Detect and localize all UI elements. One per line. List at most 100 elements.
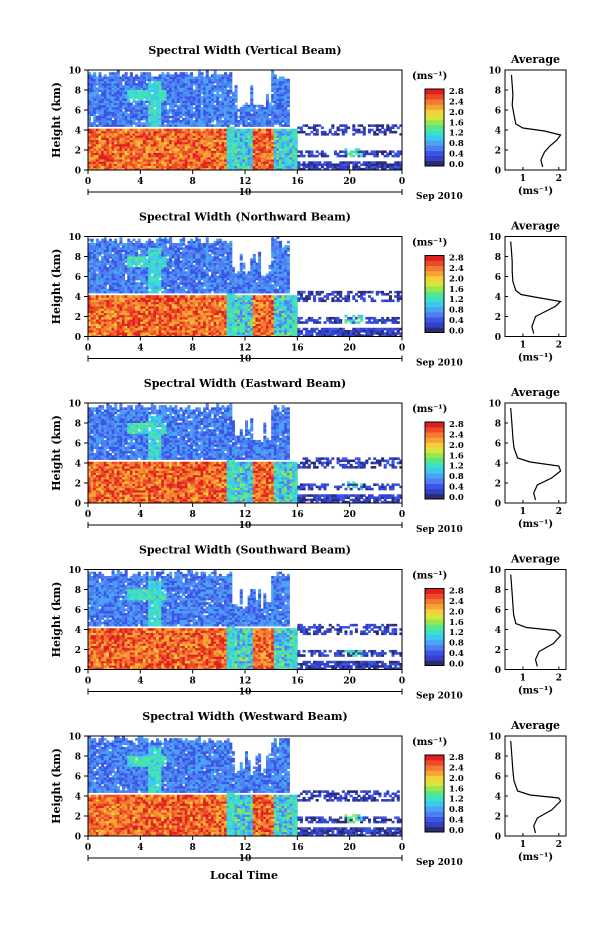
profile-y-tick-label: 6 <box>495 107 501 117</box>
profile-x-label: (ms⁻¹) <box>518 186 553 197</box>
x-tick-label: 8 <box>190 344 196 354</box>
profile-y-tick-label: 0 <box>495 333 501 343</box>
profile-x-tick-label: 2 <box>556 341 562 351</box>
y-tick-label: 4 <box>75 460 81 470</box>
date-label: Sep 2010 <box>416 359 463 369</box>
colorbar-unit: (ms⁻¹) <box>412 571 447 582</box>
colorbar-segment <box>425 301 444 308</box>
x-tick-label: 16 <box>291 344 304 354</box>
x-tick-label: 0 <box>85 843 91 853</box>
colorbar-segment <box>425 422 444 428</box>
heatmap <box>88 236 402 337</box>
x-tick-label: 16 <box>291 177 304 187</box>
colorbar-segment <box>425 155 444 162</box>
profile-title: Average <box>510 220 560 233</box>
date-tick-label: 10 <box>239 355 252 365</box>
panel-4: Spectral Width (Southward Beam)0246810He… <box>50 544 567 702</box>
profile-y-tick-label: 4 <box>495 460 501 470</box>
profile-y-tick-label: 8 <box>495 87 501 97</box>
x-tick-label: 4 <box>137 177 143 187</box>
colorbar-segment <box>425 124 444 131</box>
y-tick-label: 0 <box>75 666 81 676</box>
date-label: Sep 2010 <box>416 692 463 702</box>
colorbar-tick-label: 1.6 <box>449 118 464 128</box>
y-axis-label: Height (km) <box>50 82 63 158</box>
x-tick-label: 8 <box>190 677 196 687</box>
y-axis-label: Height (km) <box>50 748 63 824</box>
profile-title: Average <box>510 386 560 399</box>
colorbar-segment <box>425 816 444 823</box>
x-tick-label: 0 <box>399 344 405 354</box>
date-tick-label: 10 <box>239 688 252 698</box>
colorbar-tick-label: 0.0 <box>449 327 464 337</box>
colorbar-segment <box>425 650 444 656</box>
y-tick-label: 0 <box>75 833 81 843</box>
x-tick-label: 16 <box>291 510 304 520</box>
colorbar-tick-label: 2.4 <box>449 763 464 773</box>
colorbar-segment <box>425 306 444 313</box>
x-tick-label: 4 <box>137 677 143 687</box>
y-tick-label: 8 <box>75 253 81 263</box>
y-tick-label: 2 <box>75 813 81 823</box>
colorbar-segment <box>425 286 444 292</box>
colorbar-tick-label: 2.8 <box>449 420 464 430</box>
y-tick-label: 6 <box>75 606 81 616</box>
y-tick-label: 6 <box>75 273 81 283</box>
colorbar-tick-label: 2.0 <box>449 774 464 784</box>
x-tick-label: 20 <box>343 843 356 853</box>
colorbar-segment <box>425 765 444 771</box>
profile-line <box>510 740 562 834</box>
colorbar-frame <box>424 421 445 500</box>
colorbar-segment <box>425 801 444 807</box>
colorbar-segment <box>425 255 444 261</box>
colorbar-segment <box>425 483 444 490</box>
colorbar-segment <box>425 468 444 474</box>
profile-y-tick-label: 0 <box>495 666 501 676</box>
profile-y-tick-label: 10 <box>488 733 501 743</box>
colorbar-segment <box>425 265 444 272</box>
colorbar-segment <box>425 619 444 625</box>
colorbar-segment <box>425 473 444 479</box>
profile-y-tick-label: 10 <box>488 566 501 576</box>
colorbar-tick-label: 2.0 <box>449 441 464 451</box>
colorbar-tick-label: 0.8 <box>449 139 464 149</box>
colorbar-segment <box>425 785 444 792</box>
colorbar-unit: (ms⁻¹) <box>412 238 447 249</box>
colorbar-segment <box>425 160 444 167</box>
colorbar-segment <box>425 442 444 448</box>
panel-title: Spectral Width (Southward Beam) <box>139 544 351 557</box>
x-tick-label: 0 <box>85 677 91 687</box>
y-tick-label: 0 <box>75 500 81 510</box>
colorbar-tick-label: 0.0 <box>449 660 464 670</box>
profile-line <box>510 407 562 501</box>
y-axis-label: Height (km) <box>50 582 63 658</box>
y-tick-label: 4 <box>75 293 81 303</box>
y-axis-label: Height (km) <box>50 415 63 491</box>
x-tick-label: 0 <box>85 510 91 520</box>
colorbar-frame <box>424 588 445 666</box>
profile-frame <box>504 236 567 337</box>
colorbar-segment <box>425 317 444 323</box>
profile-x-tick-label: 2 <box>556 174 562 184</box>
profile-frame <box>504 735 567 837</box>
profile-x-tick-label: 1 <box>520 341 526 351</box>
profile-x-label: (ms⁻¹) <box>518 519 553 530</box>
colorbar-segment <box>425 99 444 105</box>
profile-x-tick-label: 1 <box>520 674 526 684</box>
heatmap <box>88 736 402 836</box>
colorbar-tick-label: 1.2 <box>449 795 464 805</box>
colorbar-tick-label: 2.0 <box>449 108 464 118</box>
heatmap <box>88 70 402 170</box>
colorbar-segment <box>425 588 444 594</box>
y-tick-label: 0 <box>75 333 81 343</box>
profile-x-label: (ms⁻¹) <box>518 686 553 697</box>
colorbar-tick-label: 1.6 <box>449 285 464 295</box>
x-tick-label: 12 <box>239 344 252 354</box>
x-tick-label: 12 <box>239 510 252 520</box>
profile-line <box>510 241 562 334</box>
colorbar-segment <box>425 130 444 136</box>
profile-frame <box>504 402 567 504</box>
profile-title: Average <box>510 553 560 566</box>
colorbar-tick-label: 1.6 <box>449 618 464 628</box>
x-tick-label: 16 <box>291 677 304 687</box>
